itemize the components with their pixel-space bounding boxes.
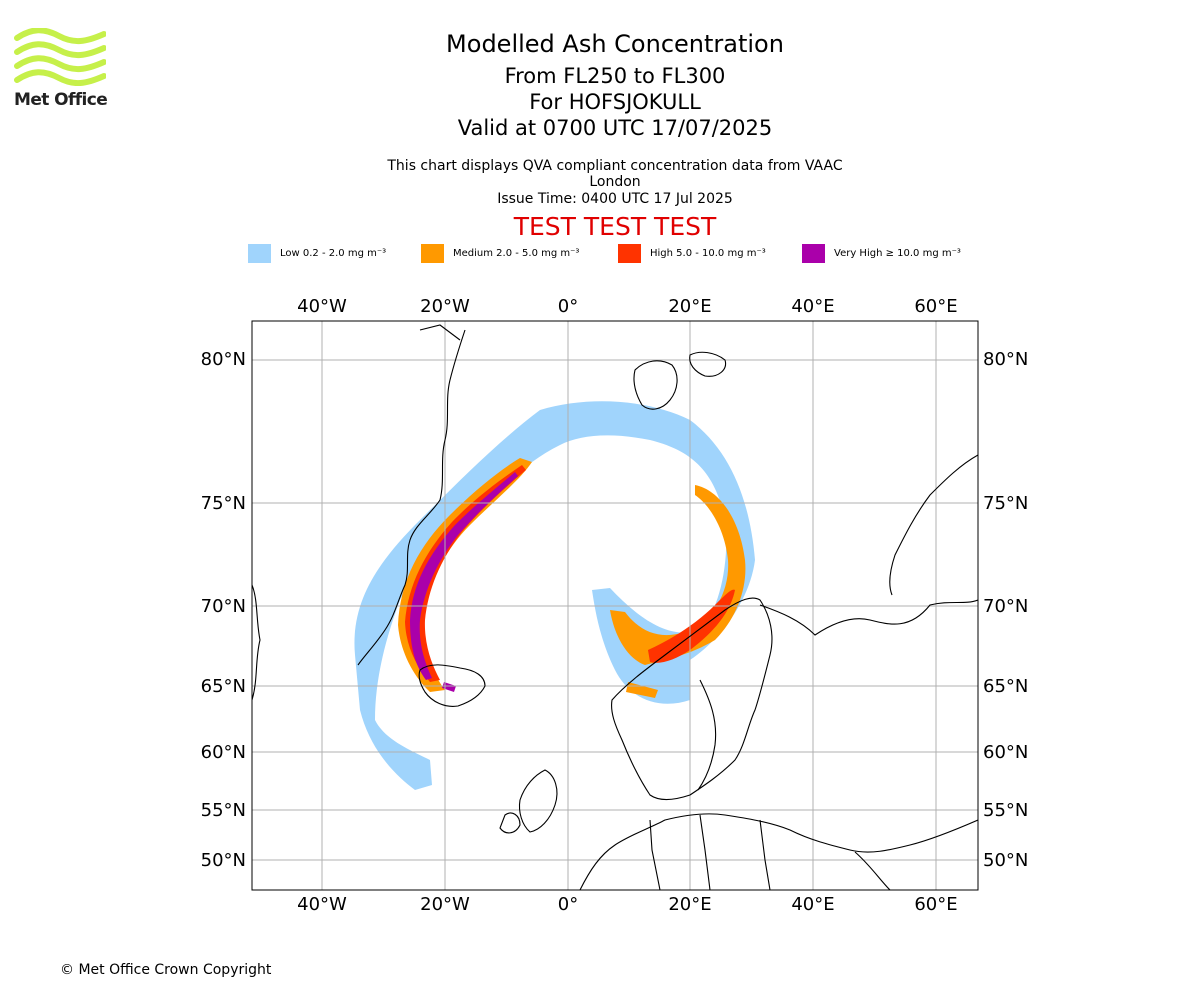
lat-tick-left: 50°N xyxy=(201,850,246,871)
legend-swatch-low xyxy=(248,244,271,263)
legend-item-low: Low 0.2 - 2.0 mg m⁻³ xyxy=(248,244,386,263)
lon-tick-top: 20°E xyxy=(668,296,711,317)
lon-tick-bottom: 0° xyxy=(558,894,578,915)
lat-tick-right: 75°N xyxy=(983,493,1028,514)
coastlines xyxy=(252,324,978,890)
lon-tick-bottom: 20°W xyxy=(420,894,470,915)
legend-label-medium: Medium 2.0 - 5.0 mg m⁻³ xyxy=(453,248,580,259)
lat-tick-left: 75°N xyxy=(201,493,246,514)
lat-tick-right: 60°N xyxy=(983,742,1028,763)
legend-swatch-very-high xyxy=(802,244,825,263)
lat-tick-left: 65°N xyxy=(201,676,246,697)
legend-item-medium: Medium 2.0 - 5.0 mg m⁻³ xyxy=(421,244,579,263)
legend-item-very-high: Very High ≥ 10.0 mg m⁻³ xyxy=(802,244,961,263)
lon-tick-bottom: 40°W xyxy=(297,894,347,915)
issue-time: Issue Time: 0400 UTC 17 Jul 2025 xyxy=(497,191,733,207)
chart-description: This chart displays QVA compliant concen… xyxy=(387,158,843,190)
lon-tick-bottom: 40°E xyxy=(791,894,834,915)
lon-tick-top: 20°W xyxy=(420,296,470,317)
lat-tick-right: 55°N xyxy=(983,800,1028,821)
lon-tick-top: 60°E xyxy=(914,296,957,317)
legend-swatch-medium xyxy=(421,244,444,263)
lat-tick-left: 55°N xyxy=(201,800,246,821)
legend-label-very-high: Very High ≥ 10.0 mg m⁻³ xyxy=(834,248,961,259)
latitude-labels-left: 80°N 75°N 70°N 65°N 60°N 55°N 50°N xyxy=(201,349,246,871)
map-frame xyxy=(251,320,979,891)
flight-level-range: From FL250 to FL300 xyxy=(504,64,726,88)
lat-tick-right: 80°N xyxy=(983,349,1028,370)
lat-tick-left: 70°N xyxy=(201,596,246,617)
lon-tick-top: 40°E xyxy=(791,296,834,317)
met-office-logo: Met Office xyxy=(12,28,112,114)
legend-label-low: Low 0.2 - 2.0 mg m⁻³ xyxy=(280,248,387,259)
latitude-labels-right: 80°N 75°N 70°N 65°N 60°N 55°N 50°N xyxy=(983,349,1028,871)
met-office-waves-icon xyxy=(14,28,106,86)
lat-tick-left: 80°N xyxy=(201,349,246,370)
logo-text: Met Office xyxy=(14,90,108,110)
legend-label-high: High 5.0 - 10.0 mg m⁻³ xyxy=(650,248,766,259)
lon-tick-top: 0° xyxy=(558,296,578,317)
longitude-labels-bottom: 40°W 20°W 0° 20°E 40°E 60°E xyxy=(297,894,957,915)
legend-swatch-high xyxy=(618,244,641,263)
lon-tick-bottom: 20°E xyxy=(668,894,711,915)
lat-tick-left: 60°N xyxy=(201,742,246,763)
legend-item-high: High 5.0 - 10.0 mg m⁻³ xyxy=(618,244,766,263)
test-banner: TEST TEST TEST xyxy=(513,212,717,241)
longitude-labels-top: 40°W 20°W 0° 20°E 40°E 60°E xyxy=(297,296,957,317)
gridlines xyxy=(252,321,978,890)
lat-tick-right: 50°N xyxy=(983,850,1028,871)
lat-tick-right: 70°N xyxy=(983,596,1028,617)
lon-tick-bottom: 60°E xyxy=(914,894,957,915)
copyright-notice: © Met Office Crown Copyright xyxy=(60,962,272,978)
valid-time: Valid at 0700 UTC 17/07/2025 xyxy=(457,116,773,140)
chart-title: Modelled Ash Concentration xyxy=(446,30,784,58)
lon-tick-top: 40°W xyxy=(297,296,347,317)
lat-tick-right: 65°N xyxy=(983,676,1028,697)
map-content xyxy=(252,321,978,890)
volcano-name: For HOFSJOKULL xyxy=(529,90,701,114)
